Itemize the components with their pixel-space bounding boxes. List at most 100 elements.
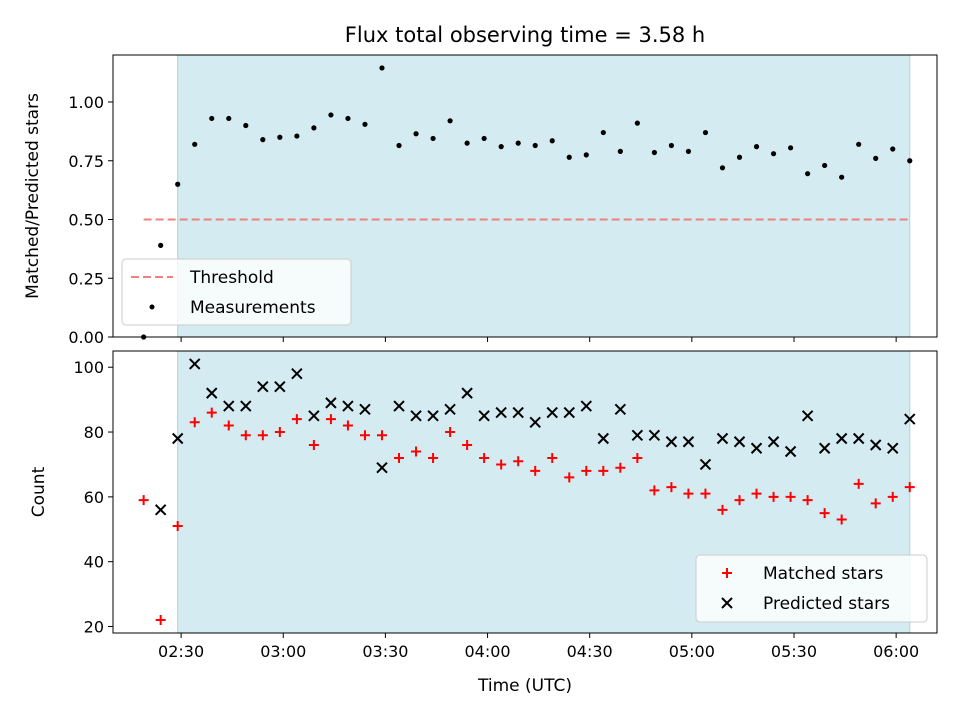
predicted-star-point xyxy=(580,400,592,412)
predicted-star-point xyxy=(529,416,541,429)
matched-star-point xyxy=(683,488,694,499)
count-plot-frame xyxy=(112,350,938,634)
count-legend: Matched stars Predicted stars xyxy=(695,554,928,623)
measurement-point xyxy=(481,135,487,142)
predicted-star-point xyxy=(461,387,473,399)
predicted-star-point xyxy=(733,436,746,448)
measurement-point xyxy=(447,118,453,124)
measurement-point xyxy=(141,334,147,340)
predicted-star-point xyxy=(716,432,729,445)
measurement-point xyxy=(822,162,828,169)
count-panel: 20 40 60 80 100 02:30 03:00 03:30 04:00 04:30 05:… xyxy=(29,350,938,696)
predicted-star-point xyxy=(478,410,490,422)
matched-star-point xyxy=(904,482,915,493)
measurement-point xyxy=(345,115,351,122)
matched-star-point xyxy=(615,462,626,473)
measurement-point xyxy=(668,142,675,149)
matched-star-point xyxy=(598,465,609,476)
measurement-point xyxy=(430,135,436,142)
y-tick-label: 0.25 xyxy=(68,269,104,288)
x-tick-label: 02:30 xyxy=(158,642,204,661)
matched-star-point xyxy=(513,456,524,467)
predicted-star-point xyxy=(223,400,235,412)
predicted-star-point xyxy=(171,432,184,445)
measurement-point xyxy=(226,115,232,122)
ratio-plot-frame xyxy=(112,54,938,338)
predicted-star-point xyxy=(206,387,218,399)
measurement-point xyxy=(379,65,385,71)
matched-star-point xyxy=(870,498,881,509)
measurement-point xyxy=(617,148,623,154)
measurement-point xyxy=(583,152,589,158)
predicted-star-point xyxy=(274,380,286,393)
count-points xyxy=(138,358,916,626)
matched-star-point xyxy=(240,430,251,441)
measurement-point xyxy=(243,122,249,129)
measurement-point xyxy=(787,145,794,151)
measurement-point xyxy=(600,129,606,136)
matched-star-point xyxy=(359,430,370,441)
predicted-star-point xyxy=(376,461,388,474)
chart-title: Flux total observing time = 3.58 h xyxy=(345,23,705,47)
predicted-star-point xyxy=(308,410,320,422)
measurement-point xyxy=(413,131,419,137)
y-tick-label: 0.00 xyxy=(68,328,104,347)
measurement-point xyxy=(158,242,164,248)
matched-star-point xyxy=(836,514,847,525)
predicted-star-point xyxy=(359,403,371,416)
measurement-points xyxy=(141,65,913,340)
matched-star-point xyxy=(445,427,456,438)
measurement-point xyxy=(396,142,402,149)
predicted-star-point xyxy=(427,410,439,422)
matched-star-point xyxy=(853,478,864,489)
measurement-point xyxy=(805,171,811,177)
count-x-ticks: 02:30 03:00 03:30 04:00 04:30 05:00 05:30 06:00 xyxy=(158,633,919,661)
matched-star-point xyxy=(479,452,490,463)
matched-star-point xyxy=(394,452,405,463)
matched-star-point xyxy=(700,488,711,499)
y-tick-label: 0.50 xyxy=(68,211,104,230)
matched-star-point xyxy=(342,420,353,431)
count-y-ticks: 20 40 60 80 100 xyxy=(73,358,113,637)
x-tick-label: 05:30 xyxy=(771,642,817,661)
measurement-point xyxy=(515,140,521,146)
matched-star-point xyxy=(428,452,439,463)
measurement-point xyxy=(192,141,198,147)
x-tick-label: 05:00 xyxy=(669,642,715,661)
matched-star-point xyxy=(632,452,643,463)
matched-star-point xyxy=(138,495,149,506)
matched-star-point xyxy=(462,440,473,450)
predicted-star-point xyxy=(852,432,865,445)
ratio-legend-box xyxy=(121,258,352,326)
measurement-point xyxy=(634,120,640,126)
matched-star-point xyxy=(666,482,677,493)
threshold-legend-label: Threshold xyxy=(189,268,274,288)
matched-star-point xyxy=(189,417,200,428)
measurements-legend-swatch xyxy=(149,304,155,310)
y-tick-label: 1.00 xyxy=(68,93,104,112)
predicted-star-point xyxy=(563,406,575,419)
predicted-star-point xyxy=(750,442,763,454)
predicted-star-point xyxy=(597,432,610,445)
predicted-star-point xyxy=(291,367,303,380)
predicted-star-point xyxy=(546,406,558,419)
y-tick-label: 40 xyxy=(84,553,104,572)
matched-star-point xyxy=(155,615,166,626)
matched-star-point xyxy=(257,430,268,441)
measurement-point xyxy=(209,115,215,122)
x-tick-label: 04:30 xyxy=(567,642,613,661)
y-tick-label: 60 xyxy=(84,488,104,507)
y-tick-label: 80 xyxy=(84,423,104,442)
predicted-star-point xyxy=(767,436,780,448)
measurement-point xyxy=(260,137,266,143)
measurement-point xyxy=(277,134,283,140)
predicted-star-point xyxy=(648,429,661,441)
matched-star-point xyxy=(581,465,592,476)
measurement-point xyxy=(566,154,572,160)
predicted-star-point xyxy=(240,400,252,412)
predicted-star-point xyxy=(887,442,899,454)
measurement-point xyxy=(890,146,896,152)
predicted-star-point xyxy=(870,439,882,451)
predicted-star-point xyxy=(699,458,712,471)
